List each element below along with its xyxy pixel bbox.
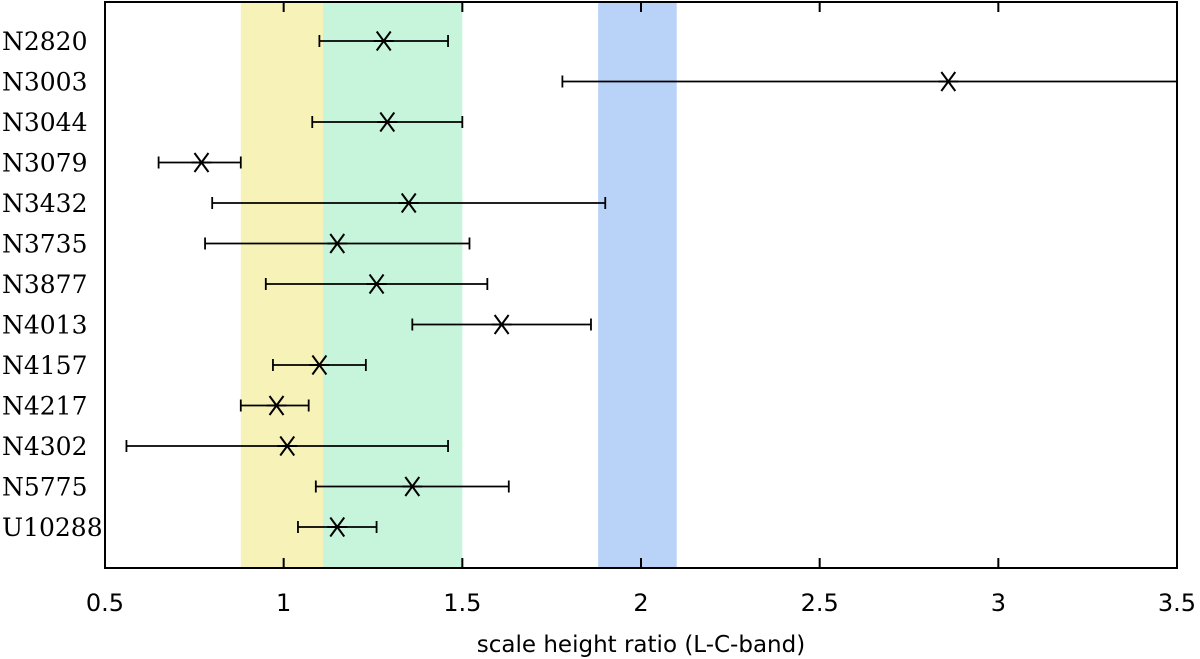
category-label: N3003 [2,68,88,97]
category-label: N4302 [2,432,88,461]
axis-ticks [104,2,1178,568]
category-label: N3432 [2,189,88,218]
x-axis-label: scale height ratio (L-C-band) [477,632,805,658]
marker-stroke [268,395,285,416]
category-label: N4157 [2,351,88,380]
data-markers [191,30,959,538]
x-tick-label: 1.5 [443,589,481,617]
shaded-band-2 [322,2,463,568]
data-point [327,516,348,538]
x-tick-label: 3 [991,589,1006,617]
marker-stroke [493,314,510,335]
data-point [309,354,330,376]
data-point [402,476,423,497]
category-label: N3735 [2,230,88,259]
category-label: N5775 [2,473,88,502]
x-tick-label: 3.5 [1158,589,1196,617]
data-point [398,192,419,214]
data-point [373,30,394,52]
data-point [377,111,398,133]
x-tick-labels: 0.5 1 1.5 2 2.5 3 3.5 [86,589,1196,617]
data-point [366,273,387,295]
category-label: N4217 [2,392,88,421]
marker-stroke [400,192,417,214]
marker-stroke [329,516,346,538]
category-label: N3079 [2,149,88,178]
x-tick-label: 0.5 [86,589,124,617]
data-point [491,314,512,335]
data-point [327,233,348,254]
plot-frame [104,1,1178,569]
x-tick-label: 1 [276,589,291,617]
marker-stroke [379,111,396,133]
shaded-band-3 [598,2,677,568]
shaded-bands [240,2,677,568]
marker-stroke [329,233,346,254]
marker-stroke [368,273,385,295]
marker-stroke [279,435,296,457]
marker-stroke [940,71,957,92]
category-label: U10288 [2,513,103,542]
marker-stroke [311,354,328,376]
category-label: N4013 [2,311,88,340]
data-point [191,152,212,173]
x-tick-label: 2 [633,589,648,617]
data-point [266,395,287,416]
category-label: N3877 [2,270,88,299]
category-label: N3044 [2,108,88,137]
marker-stroke [404,476,421,497]
data-point [277,435,298,457]
marker-stroke [375,30,392,52]
data-point [938,71,959,92]
category-label: N2820 [2,27,88,56]
shaded-band-1 [240,2,323,568]
marker-stroke [193,152,210,173]
x-tick-label: 2.5 [801,589,839,617]
category-labels: N2820 N3003 N3044 N3079 N3432 N3735 N3877 N4013… [2,27,103,542]
